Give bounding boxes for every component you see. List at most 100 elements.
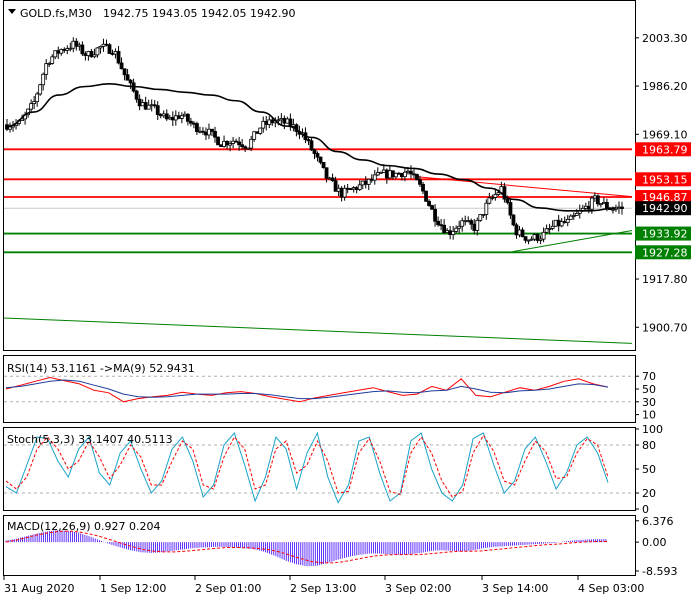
bull-candle: [222, 141, 226, 147]
resistance-2-tag-label: 1953.15: [642, 173, 688, 186]
macd-tick-label: 6.376: [642, 515, 674, 528]
macd-signal-line: [5, 530, 608, 564]
bear-candle: [80, 44, 85, 55]
bear-candle: [170, 117, 175, 121]
bear-candle: [219, 144, 223, 147]
bull-candle: [550, 225, 555, 229]
bear-candle: [243, 146, 248, 149]
moving-average-line: [7, 83, 617, 212]
stochastic-layer: 100 80 50 20 0: [4, 423, 663, 516]
support-2-tag-label: 1927.28: [642, 246, 688, 259]
bull-candle: [146, 104, 151, 110]
chart-ohlc: 1942.75 1943.05 1942.05 1942.90: [103, 7, 295, 20]
bull-candle: [68, 47, 73, 50]
bear-candle: [234, 140, 239, 143]
bull-candle: [249, 138, 254, 149]
bull-candle: [611, 208, 615, 211]
bear-candle: [345, 187, 350, 190]
bear-candle: [110, 53, 115, 55]
rsi-ma-line: [5, 379, 609, 400]
bull-candle: [568, 215, 573, 220]
bull-candle: [547, 227, 552, 230]
bear-candle: [134, 90, 139, 100]
price-tick-label: 1917.80: [642, 273, 688, 286]
resistance-1-tag-label: 1946.87: [642, 191, 688, 204]
bear-candle: [390, 170, 395, 178]
bear-candle: [586, 205, 591, 210]
rsi-tick-label: 30: [642, 396, 656, 409]
stoch-main-line: [5, 431, 609, 504]
resistance-2-tag: [635, 172, 691, 187]
bull-candle: [403, 171, 407, 178]
bear-candle: [288, 118, 293, 127]
bull-candle: [47, 63, 52, 65]
bull-candle: [38, 84, 43, 95]
macd-panel: [3, 515, 636, 576]
bear-candle: [237, 141, 242, 146]
bull-candle: [445, 230, 450, 233]
bear-candle: [122, 68, 127, 76]
bear-candle: [363, 180, 368, 185]
bull-candle: [538, 238, 543, 241]
bull-candle: [351, 187, 356, 190]
bear-candle: [502, 186, 507, 200]
resistance-3-tag: [635, 142, 691, 157]
bull-candle: [291, 124, 296, 127]
bull-candle: [327, 177, 332, 180]
bull-candle: [372, 174, 377, 181]
bear-candle: [119, 62, 124, 70]
bull-candle: [598, 203, 603, 206]
support-1-tag: [635, 226, 691, 241]
bear-candle: [107, 44, 112, 54]
bear-candle: [195, 123, 199, 132]
bear-candle: [418, 179, 422, 185]
symbol-dropdown-icon[interactable]: [8, 9, 16, 14]
resistance-3-tag-label: 1963.79: [642, 143, 688, 156]
bear-candle: [152, 104, 157, 107]
bull-candle: [258, 127, 263, 134]
bull-candle: [617, 206, 621, 209]
bull-candle: [484, 202, 489, 215]
bull-candle: [565, 218, 570, 223]
bear-candle: [324, 167, 329, 179]
bull-candle: [113, 51, 118, 55]
bear-candle: [185, 113, 190, 122]
bull-candle: [481, 214, 486, 216]
bull-candle: [451, 230, 456, 236]
bull-candle: [387, 170, 392, 179]
bear-candle: [321, 161, 326, 169]
bear-candle: [535, 234, 540, 241]
price-tick-label: 1969.10: [642, 128, 688, 141]
bear-candle: [511, 214, 516, 226]
bull-candle: [173, 115, 178, 121]
bear-candle: [354, 187, 359, 190]
bull-candle: [29, 103, 34, 110]
bull-candle: [406, 170, 410, 173]
price-tick-label: 2003.30: [642, 32, 688, 45]
bear-candle: [514, 224, 519, 236]
bull-candle: [526, 239, 531, 242]
bull-candle: [261, 120, 266, 129]
bull-candle: [228, 143, 232, 146]
bear-candle: [176, 115, 181, 119]
bear-candle: [339, 187, 344, 198]
bear-candle: [56, 50, 61, 54]
price-tick-label: 1900.70: [642, 321, 688, 334]
bull-candle: [529, 238, 534, 241]
stoch-tick-label: 80: [642, 439, 656, 452]
bull-candle: [41, 73, 46, 86]
bull-candle: [490, 197, 495, 199]
bear-candle: [436, 220, 440, 226]
bull-candle: [487, 197, 492, 204]
bear-candle: [255, 131, 260, 134]
bear-candle: [412, 173, 416, 176]
bull-candle: [149, 104, 154, 107]
bear-candle: [62, 49, 67, 51]
bear-candle: [137, 98, 142, 107]
bear-candle: [104, 43, 109, 46]
bull-candle: [161, 113, 166, 117]
bull-candle: [8, 126, 12, 130]
stoch-tick-label: 50: [642, 463, 656, 476]
price-tick-label: 1986.20: [642, 80, 688, 93]
